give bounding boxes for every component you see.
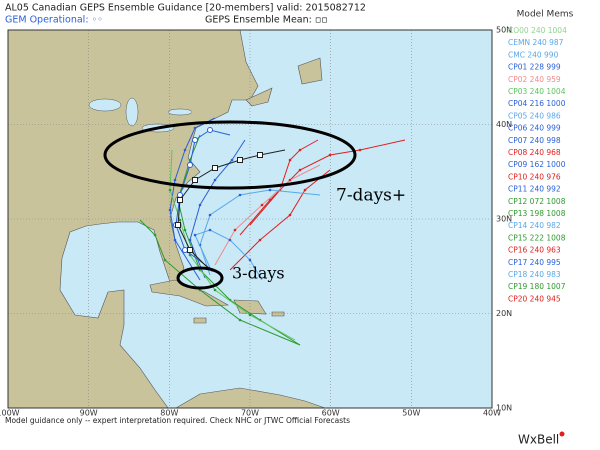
- legend-entry: CP06 240 999: [508, 124, 561, 133]
- tracks: [139, 117, 406, 346]
- map-frame: [7, 29, 493, 409]
- legend-entry: CP12 072 1008: [508, 197, 566, 206]
- lon-label: 40W: [483, 409, 501, 418]
- title: AL05 Canadian GEPS Ensemble Guidance [20…: [5, 3, 366, 14]
- lat-label: 10N: [496, 404, 512, 413]
- legend-entry: CP11 240 992: [508, 185, 561, 194]
- legend-entry: CP13 198 1008: [508, 209, 566, 218]
- legend-entry: CP16 240 963: [508, 246, 561, 255]
- lon-label: 80W: [160, 409, 178, 418]
- lat-label: 40N: [496, 120, 512, 129]
- lat-label: 50N: [496, 26, 512, 35]
- lon-label: 90W: [80, 409, 98, 418]
- callout-ellipse: [103, 120, 357, 190]
- legend-entry: CP14 240 982: [508, 221, 561, 230]
- legend-entry: CP18 240 983: [508, 270, 561, 279]
- legend-entry: CP04 216 1000: [508, 99, 566, 108]
- lon-label: 100W: [0, 409, 20, 418]
- disclaimer: Model guidance only -- expert interpreta…: [5, 416, 350, 425]
- lon-label: 50W: [402, 409, 420, 418]
- operational-key: GEM Operational: ◦◦: [5, 15, 103, 26]
- lat-label: 20N: [496, 309, 512, 318]
- legend-entry: CMC 240 990: [508, 50, 559, 59]
- lon-label: 60W: [322, 409, 340, 418]
- lon-labels: 100W 90W 80W 70W 60W 50W 40W: [0, 409, 501, 418]
- legend-entry: CP01 228 999: [508, 63, 561, 72]
- legend-title: Model Mems: [517, 10, 574, 20]
- annotation: 7-days+: [336, 186, 406, 206]
- legend-entry: CP10 240 976: [508, 172, 561, 181]
- legend-entry: CP07 240 998: [508, 136, 561, 145]
- lat-label: 30N: [496, 215, 512, 224]
- legend-entry: CP02 240 959: [508, 75, 561, 84]
- legend: CO00 240 1004 CEMN 240 987 CMC 240 990 CP01…: [508, 26, 567, 303]
- legend-entry: CEMN 240 987: [508, 38, 564, 47]
- legend-entry: CP20 240 945: [508, 294, 561, 303]
- legend-entry: CP17 240 995: [508, 258, 561, 267]
- lon-label: 70W: [241, 409, 259, 418]
- legend-entry: CP03 240 1004: [508, 87, 566, 96]
- brand-dot: [559, 431, 565, 437]
- legend-entry: CP15 222 1008: [508, 233, 566, 242]
- mean-key: GEPS Ensemble Mean: ▫▫: [205, 15, 328, 26]
- legend-entry: CP05 240 986: [508, 111, 561, 120]
- legend-entry: CP19 180 1007: [508, 282, 566, 291]
- legend-entry: CP09 162 1000: [508, 160, 566, 169]
- brand: WxBell: [518, 433, 559, 447]
- legend-entry: CO00 240 1004: [508, 26, 567, 35]
- annotation: 3-days: [232, 264, 285, 283]
- legend-entry: CP08 240 968: [508, 148, 561, 157]
- callout-ellipse: [176, 266, 224, 290]
- lat-labels: 50N 40N 30N 20N 10N: [496, 26, 512, 413]
